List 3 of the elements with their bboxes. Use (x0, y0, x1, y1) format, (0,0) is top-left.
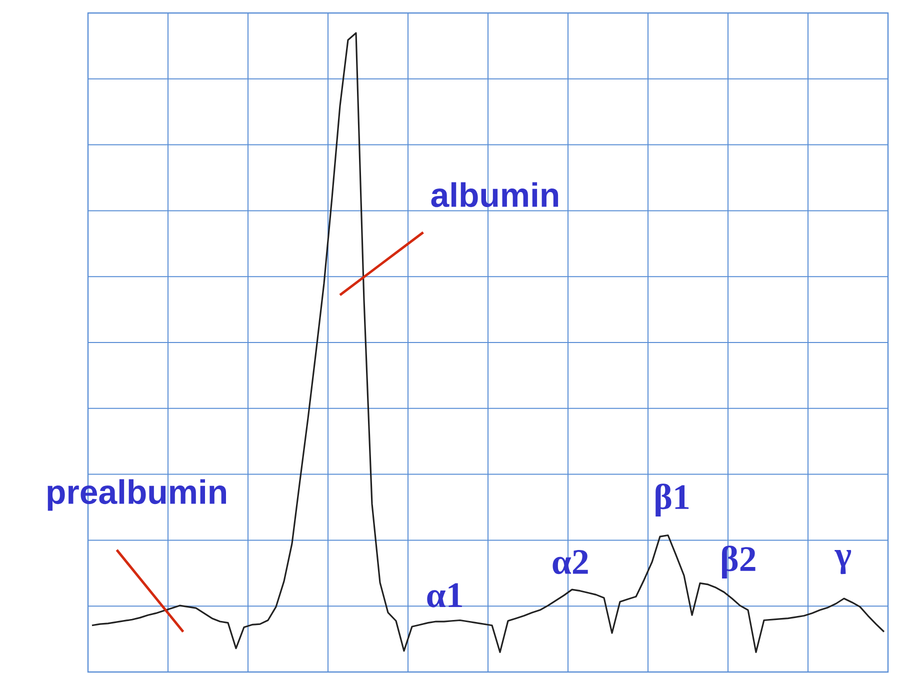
annotation: α1 (427, 583, 462, 608)
annotation: β1 (656, 484, 689, 517)
annotation: γ (834, 550, 852, 574)
